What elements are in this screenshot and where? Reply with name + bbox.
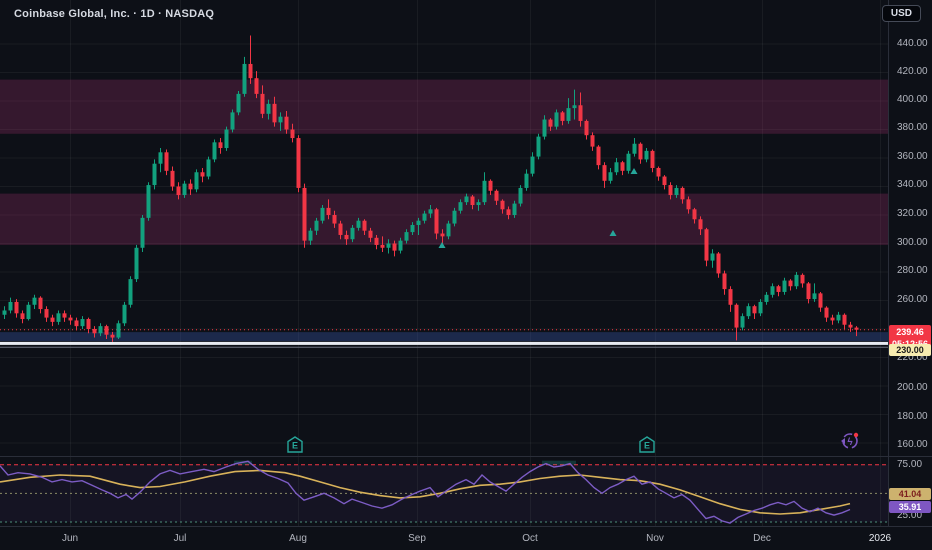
rsi-tick: 25.00 <box>897 510 923 521</box>
rsi-pane <box>0 460 888 524</box>
supply-zones[interactable] <box>0 79 888 245</box>
svg-text:E: E <box>292 441 298 451</box>
price-tick: 360.00 <box>897 151 928 162</box>
price-tick: 320.00 <box>897 208 928 219</box>
time-tick: Nov <box>646 533 664 544</box>
rsi-value-label: 35.91 <box>889 501 931 513</box>
price-tick: 280.00 <box>897 265 928 276</box>
buy-signal-icon <box>630 168 638 174</box>
price-tick: 300.00 <box>897 237 928 248</box>
grid <box>0 0 888 526</box>
price-tick: 160.00 <box>897 439 928 450</box>
current-price-value: 239.46 <box>896 327 924 337</box>
pane-separators[interactable] <box>0 0 932 527</box>
price-tick: 340.00 <box>897 179 928 190</box>
price-tick: 400.00 <box>897 94 928 105</box>
rsi-line <box>0 460 851 524</box>
buy-signal-icon <box>438 242 446 248</box>
rsi-tick: 75.00 <box>897 459 923 470</box>
earnings-icon[interactable]: E <box>639 436 655 453</box>
rsi-ma-value-label: 41.04 <box>889 488 931 500</box>
replay-lightning-icon[interactable]: ϟ <box>841 432 859 449</box>
time-tick: Aug <box>289 533 307 544</box>
price-tick: 380.00 <box>897 122 928 133</box>
symbol-title: Coinbase Global, Inc. · 1D · NASDAQ <box>14 8 215 20</box>
price-tick: 420.00 <box>897 66 928 77</box>
time-tick: Dec <box>753 533 771 544</box>
buy-signal-icon <box>609 230 617 236</box>
price-levels[interactable] <box>0 329 888 348</box>
rsi-ma-line <box>0 469 851 515</box>
currency-button[interactable]: USD <box>881 5 921 22</box>
svg-text:ϟ: ϟ <box>847 437 853 448</box>
time-tick: 2026 <box>868 533 892 544</box>
price-tick: 260.00 <box>897 294 928 305</box>
time-tick: Oct <box>522 533 538 544</box>
candlestick-series <box>2 35 859 342</box>
svg-text:E: E <box>644 441 650 451</box>
price-tick: 180.00 <box>897 411 928 422</box>
time-tick: Jun <box>61 533 79 544</box>
price-tick: 200.00 <box>897 382 928 393</box>
time-tick: Sep <box>408 533 426 544</box>
price-tick: 220.00 <box>897 352 928 363</box>
price-tick: 440.00 <box>897 38 928 49</box>
earnings-icon[interactable]: E <box>287 436 303 453</box>
level-price-label: 230.00 <box>889 344 931 356</box>
time-tick: Jul <box>173 533 187 544</box>
